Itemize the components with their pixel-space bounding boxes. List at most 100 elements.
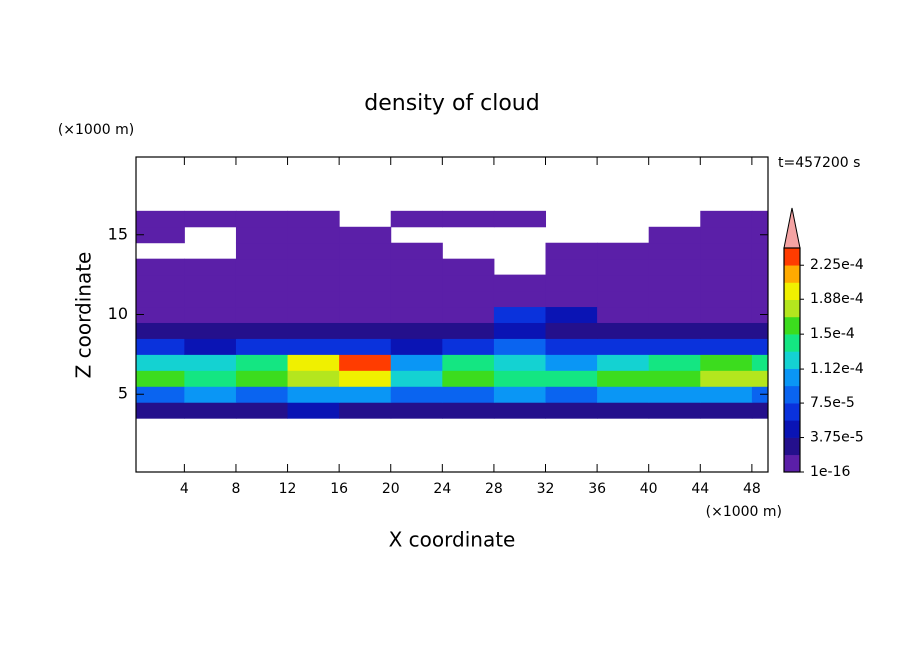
field-cell — [339, 370, 392, 387]
field-cell — [184, 402, 237, 419]
field-cell — [339, 306, 392, 323]
colorbar-tick-label: 1.88e-4 — [810, 291, 864, 307]
colorbar-tick-label: 1.5e-4 — [810, 326, 855, 342]
colorbar-band — [784, 385, 800, 404]
field-cell — [287, 386, 340, 403]
field-cell — [442, 290, 495, 308]
field-cell — [339, 274, 392, 292]
field-cell — [287, 274, 340, 292]
field-cell — [493, 290, 547, 308]
field-cell — [545, 242, 598, 260]
field-cell — [184, 306, 237, 323]
field-cell — [545, 274, 598, 292]
field-cell — [235, 242, 289, 260]
field-cell — [287, 370, 340, 387]
field-cell — [235, 402, 289, 419]
field-cell — [339, 338, 392, 355]
x-tick-label: 8 — [231, 481, 240, 497]
field-cell — [545, 338, 598, 355]
field-cell — [390, 306, 443, 323]
x-tick-label: 48 — [743, 481, 761, 497]
field-cell — [287, 290, 340, 308]
field-cell — [597, 402, 650, 419]
colorbar-band — [784, 316, 800, 335]
field-cell — [751, 386, 768, 403]
field-cell — [597, 242, 650, 260]
field-cell — [751, 402, 768, 419]
colorbar-band — [784, 282, 800, 300]
field-cell — [136, 370, 185, 387]
x-tick-label: 16 — [330, 481, 348, 497]
field-cell — [235, 226, 289, 244]
field-cell — [700, 402, 753, 419]
colorbar-tick-label: 1e-16 — [810, 464, 850, 480]
field-cell — [287, 258, 340, 276]
y-axis-label: Z coordinate — [72, 252, 96, 379]
field-cell — [545, 354, 598, 371]
x-tick-label: 28 — [485, 481, 503, 497]
field-cell — [339, 322, 392, 339]
y-tick-label: 15 — [108, 224, 128, 243]
field-cell — [493, 386, 547, 403]
field-cell — [442, 386, 495, 403]
field-cell — [597, 274, 650, 292]
field-cell — [442, 210, 495, 228]
field-cell — [648, 354, 701, 371]
field-cell — [700, 274, 753, 292]
field-cell — [287, 322, 340, 339]
field-cell — [493, 210, 547, 228]
field-cell — [235, 370, 289, 387]
field-cell — [648, 338, 701, 355]
field-cell — [597, 338, 650, 355]
field-cell — [390, 258, 443, 276]
field-cell — [390, 290, 443, 308]
field-cell — [545, 322, 598, 339]
field-cell — [648, 306, 701, 323]
x-tick-label: 36 — [588, 481, 606, 497]
colorbar-band — [784, 299, 800, 318]
field — [136, 210, 768, 419]
colorbar-tick-label: 7.5e-5 — [810, 395, 855, 411]
field-cell — [339, 402, 392, 419]
field-cell — [597, 290, 650, 308]
field-cell — [751, 274, 768, 292]
field-cell — [700, 258, 753, 276]
field-cell — [751, 370, 768, 387]
field-cell — [493, 354, 547, 371]
field-cell — [545, 306, 598, 323]
x-tick-label: 40 — [640, 481, 658, 497]
field-cell — [648, 274, 701, 292]
y-tick-label: 10 — [108, 304, 128, 323]
field-cell — [442, 258, 495, 276]
field-cell — [545, 370, 598, 387]
field-cell — [442, 274, 495, 292]
colorbar-band — [784, 265, 800, 283]
colorbar-tick-label: 3.75e-5 — [810, 430, 864, 446]
x-tick-label: 32 — [537, 481, 555, 497]
x-axis-label: X coordinate — [389, 528, 516, 552]
field-cell — [597, 370, 650, 387]
field-cell — [700, 210, 753, 228]
colorbar-band — [784, 368, 800, 387]
y-unit: (×1000 m) — [58, 122, 134, 138]
field-cell — [493, 306, 547, 323]
field-cell — [442, 402, 495, 419]
field-cell — [287, 402, 340, 419]
field-cell — [390, 338, 443, 355]
field-cell — [184, 274, 237, 292]
field-cell — [339, 386, 392, 403]
field-cell — [184, 210, 237, 228]
field-cell — [648, 258, 701, 276]
field-cell — [751, 354, 768, 371]
field-cell — [545, 290, 598, 308]
field-cell — [339, 242, 392, 260]
x-unit: (×1000 m) — [706, 504, 782, 520]
colorbar-band — [784, 351, 800, 369]
field-cell — [235, 274, 289, 292]
y-tick-label: 5 — [118, 384, 128, 403]
field-cell — [493, 322, 547, 339]
field-cell — [390, 274, 443, 292]
field-cell — [442, 338, 495, 355]
field-cell — [493, 338, 547, 355]
